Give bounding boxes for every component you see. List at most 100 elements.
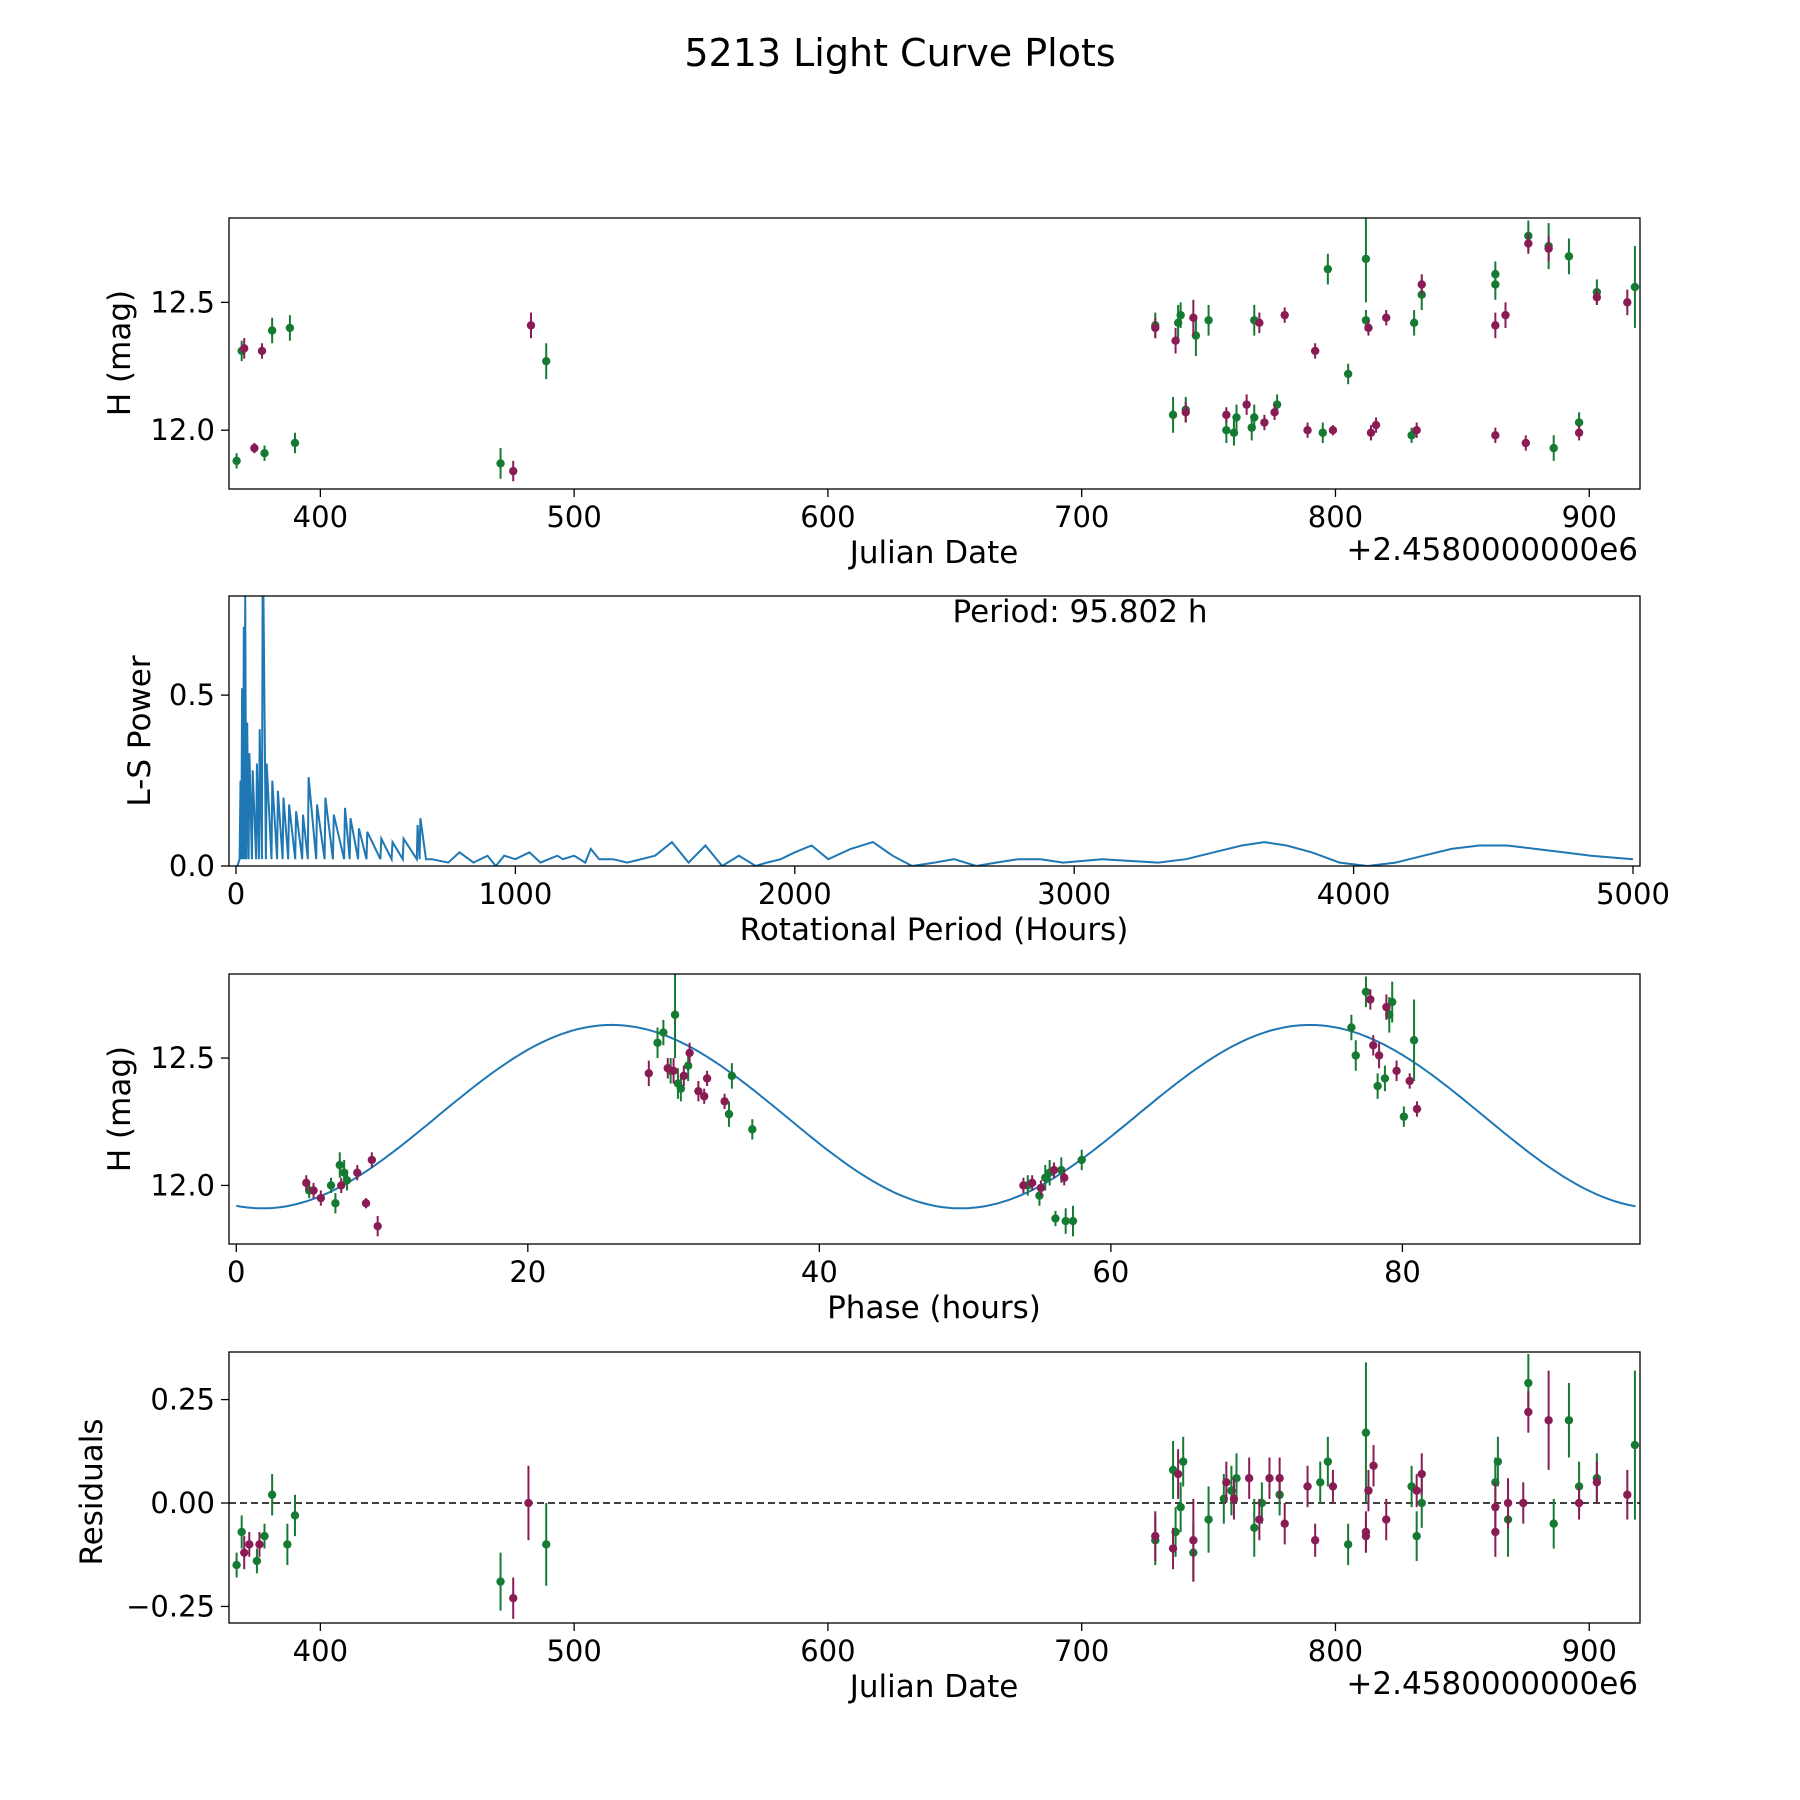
data-point xyxy=(509,466,518,476)
data-point xyxy=(1310,1536,1320,1545)
residuals-offset-label: +2.4580000000e6 xyxy=(1346,1666,1638,1702)
data-point xyxy=(1630,1440,1640,1450)
panel-residuals: 400 500 600 700 800 900 −0.25 0.00 0.25 Julian D… xyxy=(74,1351,1641,1705)
data-point xyxy=(1519,1498,1528,1508)
data-point xyxy=(1524,1378,1533,1388)
data-point xyxy=(326,1181,336,1190)
data-point xyxy=(1176,1502,1185,1512)
x-tick-label: 600 xyxy=(800,1634,855,1668)
data-point xyxy=(1592,1478,1602,1487)
x-tick-label: 5000 xyxy=(1596,877,1670,911)
x-tick-label: 0 xyxy=(227,1255,245,1289)
data-point xyxy=(1382,1515,1391,1524)
data-point xyxy=(260,449,269,458)
data-point xyxy=(1382,313,1391,322)
light-curve-offset-label: +2.4580000000e6 xyxy=(1346,532,1638,568)
data-point xyxy=(1318,428,1327,437)
data-point xyxy=(1328,425,1338,435)
data-point xyxy=(316,1193,326,1203)
light-curve-ticks: 400 500 600 700 800 900 12.0 12.5 xyxy=(150,285,1617,534)
data-point xyxy=(496,459,505,468)
data-point xyxy=(1364,1486,1373,1495)
data-point xyxy=(353,1168,362,1177)
data-point xyxy=(1051,1214,1060,1223)
data-point xyxy=(1544,1416,1553,1425)
data-point xyxy=(1366,428,1376,437)
data-point xyxy=(250,443,259,453)
periodogram-marks xyxy=(236,596,1634,866)
data-point xyxy=(1244,1473,1254,1483)
data-point xyxy=(1027,1178,1037,1188)
data-point xyxy=(1260,418,1269,427)
data-point xyxy=(653,1038,662,1047)
data-point xyxy=(1173,1469,1183,1479)
data-point xyxy=(1382,1002,1391,1012)
y-tick-label: 12.0 xyxy=(150,1168,215,1202)
residuals-ylabel: Residuals xyxy=(74,1418,110,1565)
x-tick-label: 900 xyxy=(1562,500,1617,534)
data-point xyxy=(1361,1428,1371,1437)
x-tick-label: 80 xyxy=(1384,1255,1421,1289)
data-point xyxy=(1409,318,1419,328)
data-point xyxy=(240,1548,249,1557)
data-point xyxy=(1491,270,1500,279)
x-tick-label: 2000 xyxy=(758,877,832,911)
data-point xyxy=(1303,1482,1312,1491)
data-point xyxy=(1222,425,1231,435)
data-point xyxy=(1181,408,1190,417)
residuals-marks xyxy=(229,1354,1640,1619)
data-point xyxy=(1316,1478,1325,1487)
data-point xyxy=(1574,1498,1584,1508)
data-point xyxy=(232,1560,241,1570)
phased-curve-ticks: 0 20 40 60 80 12.0 12.5 xyxy=(150,1041,1420,1289)
data-point xyxy=(1417,1469,1426,1479)
data-point xyxy=(331,1199,340,1208)
data-point xyxy=(302,1178,311,1188)
phased-curve-ylabel: H (mag) xyxy=(102,1046,138,1172)
x-tick-label: 400 xyxy=(293,1634,348,1668)
data-point xyxy=(1623,1490,1632,1499)
data-point xyxy=(1171,336,1180,345)
data-point xyxy=(237,1527,246,1537)
data-point xyxy=(1189,1536,1198,1545)
data-point xyxy=(699,1092,709,1101)
data-point xyxy=(1564,252,1574,261)
y-tick-label: 12.0 xyxy=(150,413,215,447)
data-point xyxy=(1280,1519,1289,1528)
data-point xyxy=(257,346,267,356)
data-point xyxy=(1303,425,1312,435)
data-point xyxy=(1255,318,1264,328)
data-point xyxy=(1270,408,1279,417)
data-point xyxy=(694,1086,703,1096)
data-point xyxy=(542,1540,551,1549)
data-point xyxy=(1524,1407,1533,1417)
data-point xyxy=(1179,1457,1188,1466)
x-tick-label: 800 xyxy=(1308,1634,1363,1668)
phased-curve-frame xyxy=(228,973,1641,1245)
data-point xyxy=(1388,997,1397,1007)
data-point xyxy=(1280,310,1289,320)
data-point xyxy=(724,1109,734,1119)
data-point xyxy=(1310,346,1320,356)
light-curve-marks xyxy=(232,218,1640,482)
x-tick-label: 40 xyxy=(801,1255,838,1289)
data-point xyxy=(361,1199,371,1208)
data-point xyxy=(1151,1531,1160,1541)
data-point xyxy=(373,1221,382,1231)
data-point xyxy=(1328,1482,1338,1491)
data-point xyxy=(1374,1051,1384,1060)
data-point xyxy=(1405,1076,1414,1086)
data-point xyxy=(748,1125,757,1134)
data-point xyxy=(1242,400,1251,409)
data-point xyxy=(683,1061,693,1070)
data-point xyxy=(267,1490,277,1499)
data-point xyxy=(1373,1081,1382,1091)
data-point xyxy=(1176,310,1185,320)
periodogram-xlabel: Rotational Period (Hours) xyxy=(740,912,1129,948)
data-point xyxy=(1232,413,1241,422)
data-point xyxy=(1061,1216,1070,1226)
x-tick-label: 60 xyxy=(1092,1255,1129,1289)
data-point xyxy=(1501,310,1510,320)
data-point xyxy=(1409,1036,1419,1045)
data-point xyxy=(727,1071,737,1081)
